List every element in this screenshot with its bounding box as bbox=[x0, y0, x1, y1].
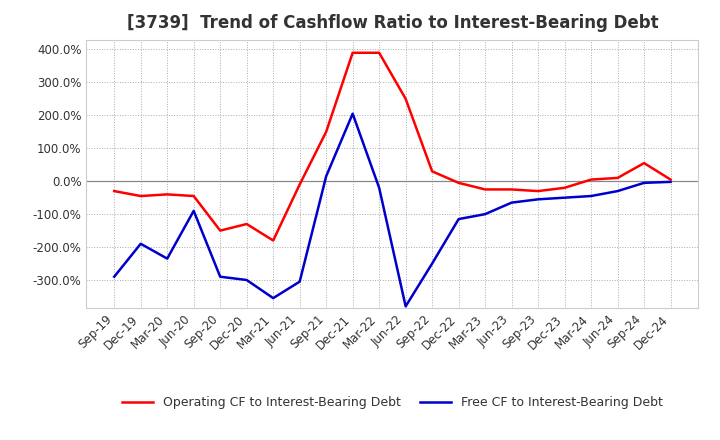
Operating CF to Interest-Bearing Debt bbox=[375, 50, 384, 55]
Free CF to Interest-Bearing Debt bbox=[375, 185, 384, 191]
Free CF to Interest-Bearing Debt bbox=[136, 241, 145, 246]
Operating CF to Interest-Bearing Debt bbox=[216, 228, 225, 233]
Free CF to Interest-Bearing Debt bbox=[481, 212, 490, 217]
Free CF to Interest-Bearing Debt bbox=[110, 274, 119, 279]
Free CF to Interest-Bearing Debt bbox=[454, 216, 463, 222]
Free CF to Interest-Bearing Debt bbox=[269, 296, 277, 301]
Operating CF to Interest-Bearing Debt bbox=[348, 50, 357, 55]
Operating CF to Interest-Bearing Debt bbox=[454, 180, 463, 186]
Free CF to Interest-Bearing Debt bbox=[640, 180, 649, 186]
Free CF to Interest-Bearing Debt bbox=[587, 194, 595, 199]
Operating CF to Interest-Bearing Debt bbox=[322, 129, 330, 135]
Free CF to Interest-Bearing Debt bbox=[322, 174, 330, 179]
Free CF to Interest-Bearing Debt bbox=[348, 111, 357, 116]
Operating CF to Interest-Bearing Debt bbox=[295, 182, 304, 187]
Operating CF to Interest-Bearing Debt bbox=[269, 238, 277, 243]
Operating CF to Interest-Bearing Debt bbox=[587, 177, 595, 182]
Free CF to Interest-Bearing Debt bbox=[216, 274, 225, 279]
Operating CF to Interest-Bearing Debt bbox=[163, 192, 171, 197]
Free CF to Interest-Bearing Debt bbox=[560, 195, 569, 200]
Free CF to Interest-Bearing Debt bbox=[428, 261, 436, 266]
Free CF to Interest-Bearing Debt bbox=[613, 188, 622, 194]
Free CF to Interest-Bearing Debt bbox=[401, 304, 410, 309]
Operating CF to Interest-Bearing Debt bbox=[189, 194, 198, 199]
Operating CF to Interest-Bearing Debt bbox=[401, 96, 410, 102]
Operating CF to Interest-Bearing Debt bbox=[640, 161, 649, 166]
Operating CF to Interest-Bearing Debt bbox=[243, 221, 251, 227]
Operating CF to Interest-Bearing Debt bbox=[110, 188, 119, 194]
Operating CF to Interest-Bearing Debt bbox=[534, 188, 542, 194]
Free CF to Interest-Bearing Debt bbox=[534, 197, 542, 202]
Operating CF to Interest-Bearing Debt bbox=[428, 169, 436, 174]
Operating CF to Interest-Bearing Debt bbox=[136, 194, 145, 199]
Free CF to Interest-Bearing Debt bbox=[163, 256, 171, 261]
Line: Operating CF to Interest-Bearing Debt: Operating CF to Interest-Bearing Debt bbox=[114, 53, 670, 241]
Free CF to Interest-Bearing Debt bbox=[295, 279, 304, 284]
Operating CF to Interest-Bearing Debt bbox=[481, 187, 490, 192]
Line: Free CF to Interest-Bearing Debt: Free CF to Interest-Bearing Debt bbox=[114, 114, 670, 306]
Title: [3739]  Trend of Cashflow Ratio to Interest-Bearing Debt: [3739] Trend of Cashflow Ratio to Intere… bbox=[127, 15, 658, 33]
Operating CF to Interest-Bearing Debt bbox=[613, 175, 622, 180]
Free CF to Interest-Bearing Debt bbox=[189, 208, 198, 213]
Free CF to Interest-Bearing Debt bbox=[243, 277, 251, 282]
Free CF to Interest-Bearing Debt bbox=[666, 179, 675, 184]
Operating CF to Interest-Bearing Debt bbox=[508, 187, 516, 192]
Legend: Operating CF to Interest-Bearing Debt, Free CF to Interest-Bearing Debt: Operating CF to Interest-Bearing Debt, F… bbox=[117, 392, 668, 414]
Operating CF to Interest-Bearing Debt bbox=[560, 185, 569, 191]
Operating CF to Interest-Bearing Debt bbox=[666, 177, 675, 182]
Free CF to Interest-Bearing Debt bbox=[508, 200, 516, 205]
